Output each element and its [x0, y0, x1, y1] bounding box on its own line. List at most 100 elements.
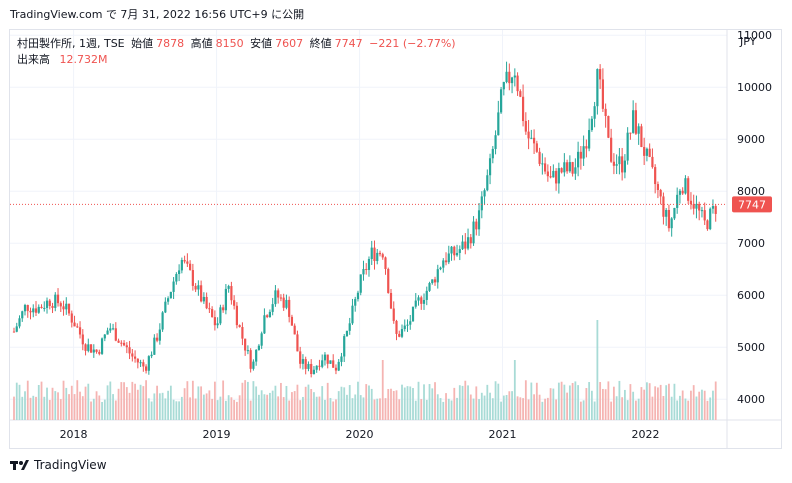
volume-bar [318, 396, 321, 420]
candle-body [54, 294, 57, 308]
candle-body [161, 312, 164, 330]
candle-body [469, 237, 472, 244]
candle-body [549, 176, 552, 178]
candle-body [340, 356, 343, 362]
volume-bar [134, 383, 136, 420]
volume-bar [109, 381, 112, 420]
volume-bar [676, 400, 679, 420]
candle-body [662, 196, 665, 217]
candle-body [527, 131, 530, 139]
volume-bar [346, 394, 348, 420]
candle-body [122, 342, 126, 346]
volume-bar [458, 385, 461, 420]
candle-body [67, 303, 71, 314]
footer-brand[interactable]: TradingView [10, 458, 107, 472]
volume-bar [21, 396, 24, 420]
candle-body [301, 359, 305, 364]
volume-bar [637, 398, 640, 420]
volume-bar [332, 401, 335, 420]
volume-bar [497, 383, 500, 420]
candle-body [131, 353, 134, 357]
candle-body [384, 257, 387, 269]
volume-bar [35, 396, 37, 420]
candle-body [348, 323, 351, 331]
candle-body [359, 274, 362, 293]
volume-bar [164, 398, 167, 420]
volume-bar [657, 387, 659, 420]
candle-body [106, 330, 109, 335]
candle-body [623, 160, 626, 173]
candle-body [307, 363, 310, 369]
volume-bar [626, 400, 629, 420]
volume-bar [310, 389, 313, 420]
candle-body [389, 292, 393, 309]
candle-body [249, 350, 252, 369]
candle-body [158, 329, 161, 341]
candle-body [213, 317, 216, 326]
legend-open-value: 7878 [156, 37, 185, 50]
candle-body [560, 168, 563, 173]
volume-bar [607, 381, 610, 420]
candle-body [414, 300, 417, 307]
volume-bar [527, 399, 530, 420]
volume-bar [288, 400, 291, 420]
volume-bar [277, 396, 280, 420]
volume-bar [571, 382, 574, 420]
candle-body [373, 247, 376, 262]
volume-bar [651, 396, 654, 420]
candle-body [439, 267, 442, 270]
candle-body [433, 279, 437, 283]
candle-body [640, 126, 643, 148]
volume-bar [95, 391, 98, 420]
volume-bar [128, 392, 131, 420]
legend-close-value: 7747 [334, 37, 363, 50]
candle-body [681, 190, 684, 194]
volume-bar [582, 400, 585, 420]
candle-body [139, 362, 142, 364]
volume-bar [508, 391, 511, 420]
candle-body [577, 151, 580, 168]
volume-bar [139, 384, 142, 420]
candle-body [155, 337, 159, 341]
candle-body [296, 334, 299, 352]
candle-body [643, 147, 646, 156]
candle-body [477, 210, 481, 230]
volume-bar [692, 385, 695, 420]
candle-body [351, 305, 354, 324]
volume-bar [191, 380, 194, 420]
volume-bar [235, 401, 238, 420]
candle-body [18, 318, 21, 327]
volume-bar [51, 387, 54, 420]
y-tick-label: 4000 [737, 393, 765, 406]
volume-bar [335, 399, 337, 420]
volume-bar [500, 401, 502, 420]
volume-bar [117, 388, 120, 420]
volume-bar [266, 394, 269, 420]
volume-bar [161, 392, 164, 420]
candle-body [133, 356, 137, 359]
candle-body [315, 365, 318, 370]
candle-body [532, 137, 536, 144]
candle-body [582, 146, 585, 159]
volume-bar [590, 390, 593, 420]
volume-bar [563, 384, 566, 420]
volume-bar [106, 385, 109, 420]
volume-bar [208, 390, 211, 420]
volume-bar [623, 389, 626, 420]
candle-body [282, 297, 285, 308]
candle-body [555, 170, 558, 184]
volume-bar [612, 386, 615, 420]
volume-bar [379, 398, 381, 420]
candle-body [224, 288, 227, 311]
volume-bar [483, 395, 486, 420]
volume-bar [73, 394, 76, 420]
volume-bar [365, 384, 368, 420]
candle-body [447, 253, 450, 263]
volume-bar [392, 390, 395, 420]
volume-bar [167, 390, 170, 420]
volume-bar [81, 396, 84, 420]
candle-body [194, 285, 197, 290]
candle-body [703, 210, 706, 221]
candle-body [136, 358, 139, 363]
